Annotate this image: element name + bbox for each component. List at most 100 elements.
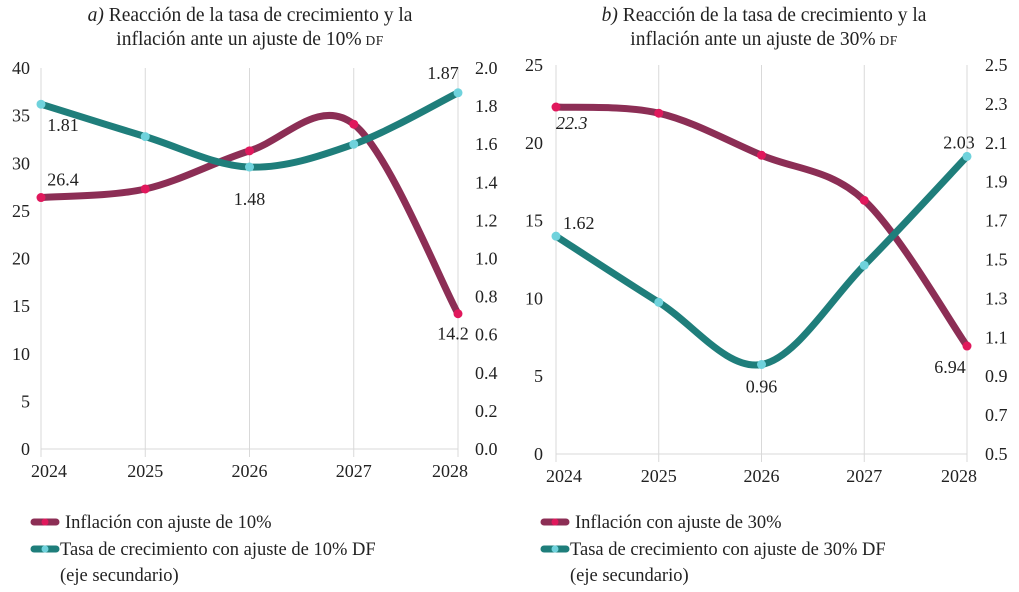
legend-marker-growth (551, 545, 559, 553)
chart-title-df: DF (876, 33, 898, 48)
y-right-tick-label: 1.0 (475, 249, 498, 269)
y-left-tick-label: 25 (12, 201, 30, 221)
y-left-tick-label: 15 (12, 296, 30, 316)
x-tick-label: 2028 (941, 466, 977, 486)
data-point-inflation (453, 309, 463, 319)
legend-label-growth: Tasa de crecimiento con ajuste de 10% DF (60, 540, 376, 560)
chart-panel-a: a) Reacción de la tasa de crecimiento y … (12, 5, 498, 586)
data-point-growth (654, 297, 664, 307)
y-right-tick-label: 0.0 (475, 439, 498, 459)
data-point-growth (453, 88, 463, 98)
y-right-tick-label: 0.9 (985, 366, 1008, 386)
y-right-tick-label: 0.6 (475, 325, 498, 345)
chart-title-text: Reacción de la tasa de crecimiento y la (618, 5, 927, 26)
legend-label-growth-extra: (eje secundario) (60, 566, 179, 586)
series-line-inflation (552, 103, 971, 350)
y-right-tick-label: 1.9 (985, 172, 1008, 192)
chart-title-line1: a) Reacción de la tasa de crecimiento y … (88, 5, 413, 26)
data-point-inflation (140, 184, 150, 194)
x-tick-label: 2026 (744, 466, 780, 486)
data-point-inflation (245, 146, 254, 156)
data-label: 14.2 (437, 324, 469, 344)
data-label: 1.81 (47, 115, 79, 135)
y-right-tick-label: 1.8 (475, 96, 498, 116)
chart-title-letter: a) (88, 5, 104, 26)
y-left-tick-label: 15 (525, 211, 543, 231)
data-label: 1.87 (427, 63, 459, 83)
y-right-tick-label: 1.5 (985, 250, 1008, 270)
y-right-tick-label: 1.7 (985, 211, 1008, 231)
chart-title-text: Reacción de la tasa de crecimiento y la (104, 5, 413, 26)
x-tick-label: 2027 (846, 466, 882, 486)
y-right-tick-label: 0.8 (475, 287, 498, 307)
y-left-tick-label: 20 (525, 133, 543, 153)
y-right-tick-label: 1.1 (985, 327, 1008, 347)
y-right-tick-label: 1.3 (985, 288, 1008, 308)
legend-label-inflation: Inflación con ajuste de 30% (575, 513, 782, 533)
y-right-tick-label: 0.2 (475, 401, 498, 421)
data-point-growth (245, 162, 254, 172)
y-left-tick-label: 40 (12, 58, 30, 78)
legend-label-inflation: Inflación con ajuste de 10% (65, 513, 272, 533)
data-point-inflation (551, 102, 561, 112)
y-left-tick-label: 5 (534, 366, 543, 386)
legend-marker-inflation (41, 518, 49, 526)
chart-title-line2: inflación ante un ajuste de 10% DF (116, 29, 383, 50)
y-right-tick-label: 1.2 (475, 210, 498, 230)
data-point-growth (349, 139, 359, 149)
y-left-tick-label: 0 (534, 444, 543, 464)
y-right-tick-label: 2.1 (985, 133, 1008, 153)
x-tick-label: 2027 (336, 461, 372, 481)
legend-marker-growth (41, 545, 49, 553)
data-point-inflation (962, 341, 972, 351)
chart-title-line1: b) Reacción de la tasa de crecimiento y … (602, 5, 927, 26)
y-left-tick-label: 10 (525, 288, 543, 308)
legend-label-growth: Tasa de crecimiento con ajuste de 30% DF (570, 540, 886, 560)
data-label: 1.62 (563, 213, 595, 233)
y-left-tick-label: 0 (21, 439, 30, 459)
data-label: 2.03 (943, 132, 975, 152)
legend-marker-inflation (551, 518, 559, 526)
y-right-tick-label: 2.3 (985, 94, 1008, 114)
chart-title-text2: inflación ante un ajuste de 10% (116, 29, 361, 50)
data-label: 0.96 (746, 377, 778, 397)
chart-title-letter: b) (602, 5, 618, 26)
data-point-growth (859, 260, 869, 270)
y-right-tick-label: 0.4 (475, 363, 498, 383)
y-right-tick-label: 2.0 (475, 58, 498, 78)
data-point-inflation (349, 119, 359, 129)
data-point-growth (757, 360, 766, 370)
x-tick-label: 2024 (546, 466, 582, 486)
chart-panel-b: b) Reacción de la tasa de crecimiento y … (525, 5, 1008, 586)
data-point-growth (962, 151, 972, 161)
x-tick-label: 2025 (641, 466, 677, 486)
y-left-tick-label: 20 (12, 249, 30, 269)
data-point-inflation (859, 195, 869, 205)
series-line-inflation (37, 111, 462, 318)
x-tick-label: 2026 (232, 461, 268, 481)
y-left-tick-label: 35 (12, 106, 30, 126)
y-left-tick-label: 5 (21, 391, 30, 411)
chart-title-text2: inflación ante un ajuste de 30% (630, 29, 875, 50)
y-right-tick-label: 0.5 (985, 444, 1008, 464)
data-label: 22.3 (556, 113, 588, 133)
y-left-tick-label: 25 (525, 55, 543, 75)
data-label: 6.94 (934, 357, 966, 377)
x-tick-label: 2025 (127, 461, 163, 481)
legend-label-growth-extra: (eje secundario) (570, 566, 689, 586)
data-label: 1.48 (234, 189, 266, 209)
x-tick-label: 2028 (432, 461, 468, 481)
data-point-inflation (757, 150, 766, 160)
chart-title-df: DF (362, 33, 384, 48)
data-point-inflation (654, 108, 664, 118)
y-left-tick-label: 30 (12, 153, 30, 173)
data-label: 26.4 (47, 170, 79, 190)
data-point-growth (551, 231, 561, 241)
y-right-tick-label: 0.7 (985, 405, 1008, 425)
x-tick-label: 2024 (31, 461, 67, 481)
y-right-tick-label: 2.5 (985, 55, 1008, 75)
data-point-growth (140, 132, 150, 142)
y-left-tick-label: 10 (12, 344, 30, 364)
y-right-tick-label: 1.4 (475, 172, 498, 192)
